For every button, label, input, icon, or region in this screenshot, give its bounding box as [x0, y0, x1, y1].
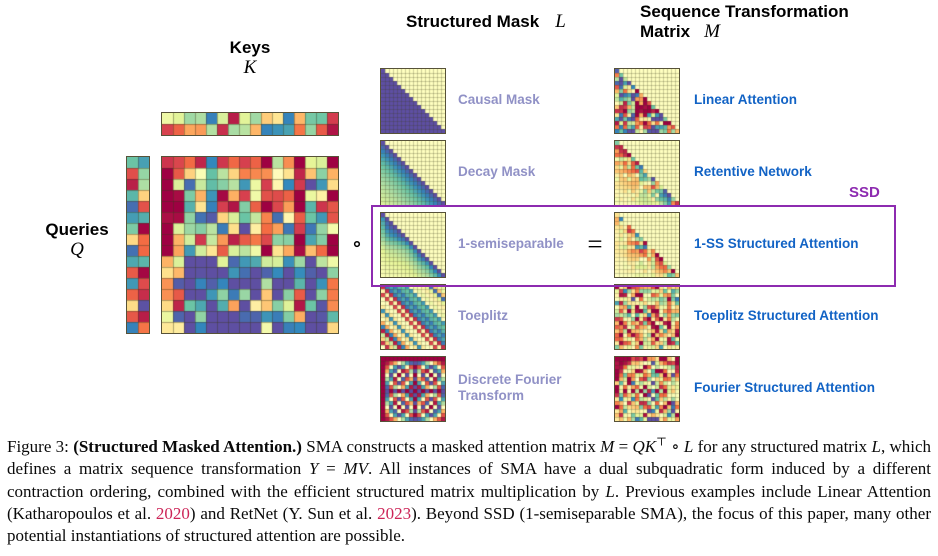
- structured-mask-title: Structured Mask: [406, 12, 540, 31]
- result-label-retentive-network-text: Retentive Network: [694, 164, 812, 180]
- mask-variable: L: [555, 11, 566, 32]
- result-label-linear-attention-text: Linear Attention: [694, 92, 797, 108]
- keys-matrix: [161, 112, 339, 136]
- mask-label-semiseparable: 1-semiseparable: [458, 212, 582, 276]
- queries-label: Queries: [45, 220, 109, 239]
- mask-label-semiseparable-text: 1-semiseparable: [458, 236, 564, 252]
- figure-caption: Figure 3: (Structured Masked Attention.)…: [7, 435, 932, 546]
- sequence-transformation-header: Sequence Transformation Matrix M: [640, 2, 849, 43]
- toeplitz-structured-attention-matrix: [614, 284, 680, 350]
- fourier-structured-attention-matrix: [614, 356, 680, 422]
- result-label-fourier-text: Fourier Structured Attention: [694, 380, 875, 396]
- linear-attention-matrix: [614, 68, 680, 134]
- keys-label: Keys: [229, 38, 271, 57]
- transform-variable: M: [704, 21, 720, 43]
- queries-matrix: [126, 156, 150, 334]
- mask-label-decay-text: Decay Mask: [458, 164, 536, 180]
- causal-mask-matrix: [380, 68, 446, 134]
- compose-operator: ∘: [351, 233, 363, 255]
- figure-3-diagram: Keys K Queries Q Structured Mask L Sequen…: [34, 2, 914, 422]
- semiseparable-mask-matrix: [380, 212, 446, 278]
- mask-label-dft: Discrete Fourier Transform: [458, 356, 582, 420]
- keys-header: Keys K: [161, 38, 339, 79]
- mask-label-causal-text: Causal Mask: [458, 92, 540, 108]
- result-label-fourier-structured-attention: Fourier Structured Attention: [694, 356, 914, 420]
- result-label-linear-attention: Linear Attention: [694, 68, 914, 132]
- keys-variable: K: [243, 57, 257, 79]
- dft-mask-matrix: [380, 356, 446, 422]
- queries-variable: Q: [70, 239, 84, 261]
- result-label-1ss-structured-attention: 1-SS Structured Attention: [694, 212, 914, 276]
- equals-operator: =: [587, 228, 603, 259]
- result-label-retentive-network: Retentive Network: [694, 140, 914, 204]
- mask-label-decay: Decay Mask: [458, 140, 582, 204]
- result-label-toeplitz-structured-attention: Toeplitz Structured Attention: [694, 284, 914, 348]
- retentive-network-matrix: [614, 140, 680, 206]
- transform-title-line1: Sequence Transformation: [640, 2, 849, 21]
- toeplitz-mask-matrix: [380, 284, 446, 350]
- mask-label-dft-text: Discrete Fourier Transform: [458, 372, 562, 403]
- mask-label-toeplitz-text: Toeplitz: [458, 308, 508, 324]
- mask-label-causal: Causal Mask: [458, 68, 582, 132]
- queries-header: Queries Q: [34, 220, 120, 261]
- ssd-label: SSD: [849, 184, 880, 201]
- result-label-toeplitz-text: Toeplitz Structured Attention: [694, 308, 879, 324]
- one-ss-structured-attention-matrix: [614, 212, 680, 278]
- decay-mask-matrix: [380, 140, 446, 206]
- transform-title-line2: Matrix: [640, 22, 691, 42]
- attention-score-matrix: [161, 156, 339, 334]
- mask-label-toeplitz: Toeplitz: [458, 284, 582, 348]
- structured-mask-header: Structured Mask L: [406, 11, 566, 33]
- result-label-1ss-text: 1-SS Structured Attention: [694, 236, 859, 252]
